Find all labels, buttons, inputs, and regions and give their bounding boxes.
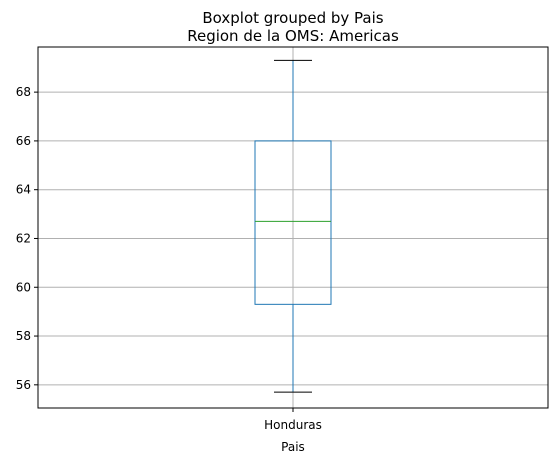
y-tick-label: 62 [16, 231, 31, 245]
x-tick-label: Honduras [264, 418, 322, 432]
y-tick-label: 56 [16, 378, 31, 392]
y-axis-ticks: 56 58 60 62 64 66 68 [16, 85, 38, 392]
y-tick-label: 60 [16, 280, 31, 294]
y-tick-label: 64 [16, 183, 31, 197]
chart-title: Region de la OMS: Americas [187, 27, 399, 45]
x-axis-ticks: Honduras [264, 408, 322, 432]
box-group [254, 59, 332, 393]
chart-suptitle: Boxplot grouped by Pais [202, 9, 383, 27]
y-tick-label: 68 [16, 85, 31, 99]
y-tick-label: 58 [16, 329, 31, 343]
iqr-box [254, 140, 332, 305]
y-tick-label: 66 [16, 134, 31, 148]
x-axis-label: Pais [281, 440, 305, 454]
